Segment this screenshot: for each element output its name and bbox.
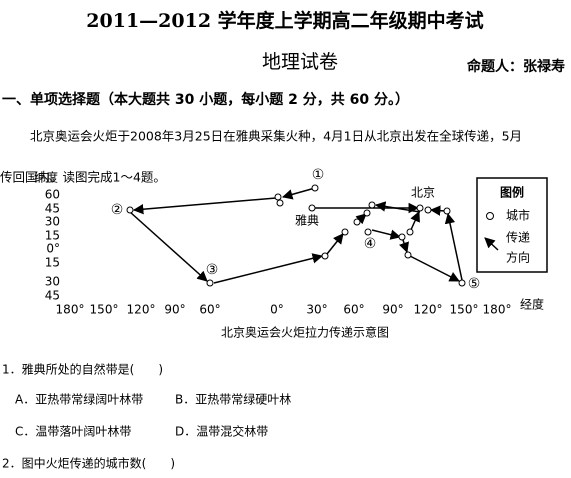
y-tick-label: 60 [45, 188, 60, 202]
y-tick-label: 45 [45, 202, 60, 216]
routes [129, 187, 463, 284]
route-arrow [409, 211, 420, 233]
y-axis-label: 纬度 [34, 170, 58, 185]
question-stem: 2．图中火炬传递的城市数( ) [2, 456, 175, 471]
route-arrow [429, 205, 446, 216]
legend-text: 传递 [506, 230, 530, 245]
marker: ③ [206, 262, 219, 278]
intro-line: 北京奥运会火炬于2008年3月25日在雅典采集火种，4月1日从北京出发在全球传递… [30, 129, 522, 144]
city-point [443, 207, 451, 215]
x-axis-label: 经度 [520, 297, 544, 312]
option: C．温带落叶阔叶林带 [15, 425, 131, 439]
route-arrow [213, 253, 324, 284]
city-point [363, 209, 371, 217]
x-tick-label: 30° [306, 303, 327, 317]
y-tick-label: 15 [45, 256, 60, 270]
route-arrow [371, 229, 402, 240]
intro-line: 传回国内。读图完成1～4题。 [0, 170, 166, 185]
author: 命题人：张禄寿 [466, 58, 565, 75]
city-point [398, 233, 406, 241]
cities [126, 184, 466, 287]
subtitle: 地理试卷 [262, 51, 338, 73]
figure-caption: 北京奥运会火炬拉力传递示意图 [221, 325, 389, 340]
city-point [311, 184, 319, 192]
route-arrow [129, 211, 208, 282]
city-label: 雅典 [295, 213, 319, 228]
x-tick-label: 180° [483, 303, 512, 317]
x-tick-label: 120° [127, 303, 156, 317]
route-arrow [374, 201, 421, 213]
route-arrow [326, 233, 344, 255]
city-point [458, 279, 466, 287]
city-point [126, 206, 134, 214]
x-tick-label: 90° [382, 303, 403, 317]
y-tick-label: 30 [45, 215, 60, 229]
x-tick-label: 90° [164, 303, 185, 317]
legend-title: 图例 [500, 185, 524, 200]
route-arrow [444, 212, 463, 281]
y-tick-label: 15 [45, 229, 60, 243]
marker: ④ [364, 236, 377, 252]
option: D．温带混交林带 [175, 424, 268, 439]
question-stem: 1．雅典所处的自然带是( ) [2, 362, 163, 377]
legend-arrow-icon [484, 237, 499, 251]
option: B．亚热带常绿硬叶林 [175, 392, 291, 407]
x-tick-label: 120° [414, 303, 443, 317]
legend-text: 城市 [506, 208, 530, 223]
x-tick-label: 180° [56, 303, 85, 317]
title: 2011—2012 学年度上学期高二年级期中考试 [86, 9, 483, 32]
section-heading: 一、单项选择题（本大题共 30 小题，每小题 2 分，共 60 分。） [2, 91, 409, 108]
city-label: 北京 [411, 186, 435, 200]
city-point [368, 201, 376, 209]
city-point [353, 218, 361, 226]
route-arrow [281, 187, 316, 200]
route-arrow [132, 197, 277, 215]
city-point [404, 251, 412, 259]
marker: ② [111, 202, 124, 218]
city-point [308, 204, 316, 212]
city-point [364, 228, 372, 236]
y-tick-label: 30 [45, 275, 60, 289]
city-point [424, 206, 432, 214]
city-point [321, 252, 329, 260]
route-arrow [407, 254, 460, 282]
legend-box [476, 177, 548, 273]
city-point [206, 279, 214, 287]
city-point [406, 228, 414, 236]
city-point [276, 199, 284, 207]
city-point [341, 228, 349, 236]
x-tick-label: 150° [90, 303, 119, 317]
legend-text: 方向 [506, 250, 530, 265]
marker: ① [312, 167, 325, 183]
x-tick-label: 0° [270, 303, 284, 317]
x-tick-label: 60° [199, 303, 220, 317]
x-tick-label: 60° [343, 303, 364, 317]
y-tick-label: 0° [46, 242, 60, 256]
y-tick-label: 45 [45, 289, 60, 303]
city-point [274, 193, 282, 201]
marker: ⑤ [468, 276, 481, 292]
x-tick-label: 150° [450, 303, 479, 317]
city-point [416, 204, 424, 212]
option: A．亚热带常绿阔叶林带 [15, 392, 143, 407]
legend-city-icon [486, 212, 494, 220]
